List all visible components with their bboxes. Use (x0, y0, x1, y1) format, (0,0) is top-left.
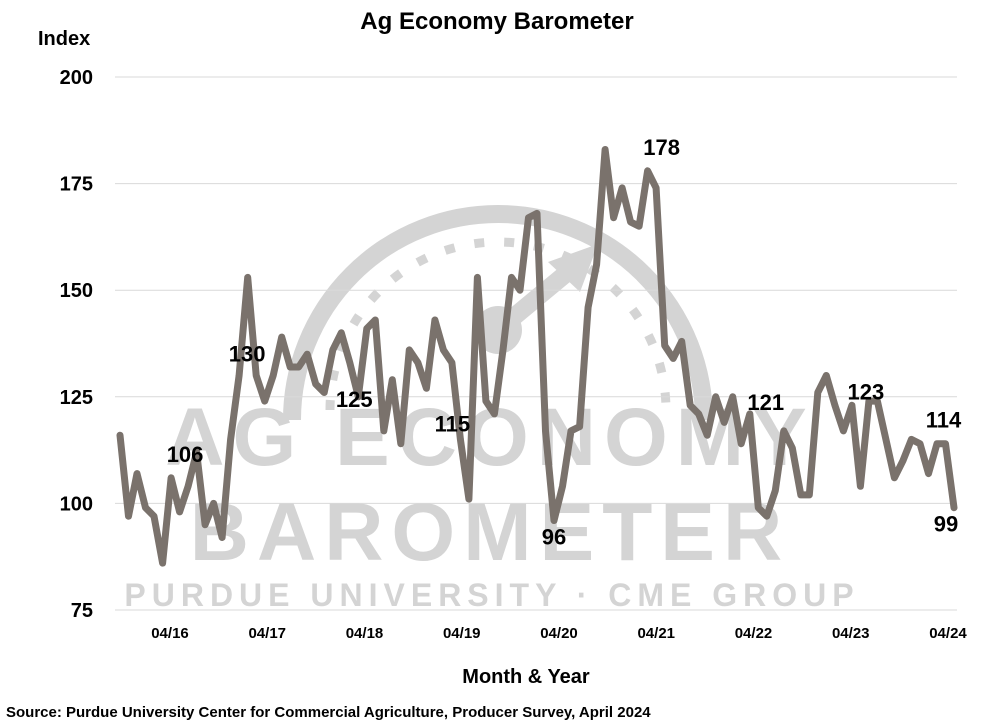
y-tick-label: 125 (60, 387, 93, 409)
x-tick-label: 04/20 (540, 625, 578, 642)
x-tick-label: 04/24 (929, 625, 967, 642)
data-label: 125 (336, 387, 373, 412)
data-label: 130 (229, 341, 266, 366)
data-label: 114 (926, 408, 962, 433)
data-label: 178 (643, 135, 680, 160)
y-tick-label: 150 (60, 280, 93, 302)
data-labels: 106 130 125 115 96 178 121 123 114 99 (167, 135, 962, 550)
data-label: 121 (747, 390, 784, 415)
series-line (116, 146, 958, 567)
series-polyline (116, 146, 958, 567)
source-note: Source: Purdue University Center for Com… (6, 704, 651, 721)
data-label: 115 (435, 411, 471, 436)
x-tick-label: 04/21 (637, 625, 675, 642)
y-tick-label: 75 (71, 600, 93, 622)
watermark-line-2: BAROMETER (190, 487, 790, 578)
x-tick-label: 04/23 (832, 625, 870, 642)
data-label: 106 (167, 442, 204, 467)
chart-title: Ag Economy Barometer (360, 8, 633, 35)
x-tick-label: 04/18 (346, 625, 384, 642)
x-tick-label: 04/16 (151, 625, 189, 642)
x-tick-label: 04/17 (248, 625, 286, 642)
gauge-logo-icon (283, 205, 713, 421)
watermark-line-3: PURDUE UNIVERSITY · CME GROUP (124, 577, 859, 613)
data-label: 96 (542, 524, 566, 549)
y-tick-label: 100 (60, 493, 93, 515)
y-tick-label: 175 (60, 174, 93, 196)
x-tick-label: 04/22 (735, 625, 773, 642)
x-tick-label: 04/19 (443, 625, 481, 642)
y-axis-title: Index (38, 28, 90, 50)
data-label: 99 (934, 512, 958, 537)
y-axis-ticks: 75 100 125 150 175 200 (60, 67, 93, 622)
x-axis-title: Month & Year (462, 666, 590, 688)
x-axis-ticks: 04/16 04/17 04/18 04/19 04/20 04/21 04/22 04/23… (151, 625, 967, 642)
y-tick-label: 200 (60, 67, 93, 89)
data-label: 123 (848, 379, 885, 404)
